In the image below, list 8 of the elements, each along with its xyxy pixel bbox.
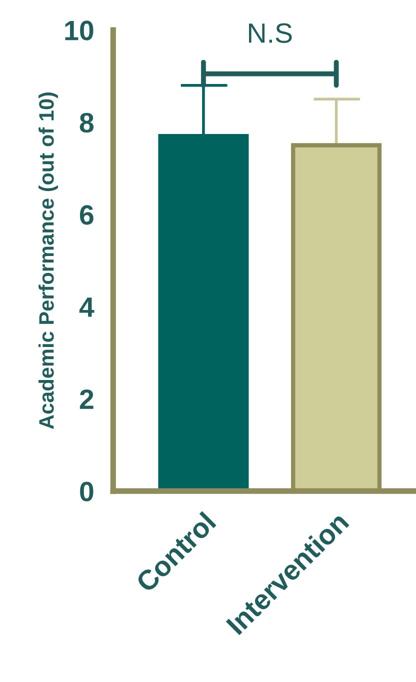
y-tick-label: 2 <box>80 390 94 409</box>
y-tick-label: 4 <box>79 298 94 317</box>
y-axis-title: Academic Performance (out of 10) <box>38 92 58 430</box>
y-tick-label: 0 <box>80 482 94 502</box>
y-tick-label: 8 <box>80 112 94 133</box>
y-tick-label: 10 <box>65 20 94 40</box>
y-tick-label: 6 <box>80 205 94 225</box>
annotation: N.S <box>249 23 292 43</box>
